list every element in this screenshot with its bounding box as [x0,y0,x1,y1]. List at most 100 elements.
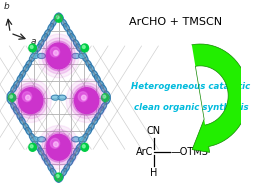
Circle shape [8,94,16,102]
Polygon shape [44,29,50,37]
Polygon shape [58,95,66,100]
Polygon shape [13,81,19,88]
Polygon shape [95,113,100,121]
Polygon shape [7,97,13,104]
Polygon shape [101,103,107,110]
Polygon shape [82,54,88,62]
Polygon shape [72,137,80,142]
Polygon shape [11,85,17,93]
Polygon shape [61,168,67,176]
Circle shape [70,83,103,119]
Text: ArC: ArC [136,147,154,157]
Circle shape [55,14,62,22]
Polygon shape [72,53,80,58]
Circle shape [56,16,59,19]
Circle shape [75,88,99,114]
Circle shape [103,95,106,98]
Polygon shape [42,154,48,162]
Circle shape [30,145,33,148]
Polygon shape [51,95,59,100]
Polygon shape [11,103,17,110]
Polygon shape [54,13,60,21]
Circle shape [14,83,47,119]
Circle shape [81,44,89,52]
Polygon shape [64,164,70,172]
Polygon shape [23,123,29,131]
Polygon shape [36,95,41,103]
Polygon shape [82,133,88,141]
Circle shape [82,95,86,100]
Polygon shape [80,50,85,58]
Circle shape [56,175,59,178]
Text: b: b [4,2,9,11]
Polygon shape [48,23,54,31]
Polygon shape [42,34,48,41]
Circle shape [50,138,60,148]
Polygon shape [29,54,35,62]
Text: Heterogeneous catalytic: Heterogeneous catalytic [131,82,250,91]
Polygon shape [78,137,87,142]
Circle shape [45,41,73,71]
Polygon shape [36,102,41,111]
Polygon shape [35,144,41,151]
Circle shape [22,92,32,102]
Polygon shape [35,44,41,52]
Polygon shape [80,138,85,145]
Polygon shape [88,123,94,131]
Text: a: a [31,36,36,46]
Polygon shape [44,158,50,166]
Polygon shape [50,19,56,27]
Polygon shape [32,138,38,145]
Polygon shape [76,144,82,151]
Polygon shape [73,40,79,47]
Polygon shape [77,95,82,103]
Polygon shape [98,81,104,88]
Polygon shape [48,164,54,172]
Polygon shape [95,75,100,82]
Polygon shape [54,174,60,182]
Circle shape [19,88,43,114]
Circle shape [47,43,71,69]
Text: ArCHO + TMSCN: ArCHO + TMSCN [128,17,222,27]
Polygon shape [26,127,32,135]
Circle shape [47,134,71,160]
Circle shape [102,94,109,102]
Polygon shape [67,158,73,166]
Text: CN: CN [147,126,161,136]
Circle shape [42,38,75,74]
Circle shape [29,44,36,52]
Polygon shape [98,107,104,115]
Circle shape [42,129,75,165]
Text: —OTMS: —OTMS [170,147,208,157]
Circle shape [81,143,89,151]
Polygon shape [92,117,98,125]
Polygon shape [76,44,82,52]
Polygon shape [32,50,38,58]
Polygon shape [77,102,82,111]
Polygon shape [23,64,29,72]
Circle shape [78,92,88,102]
Polygon shape [73,148,79,156]
Polygon shape [38,137,46,142]
Polygon shape [29,133,35,141]
Circle shape [82,145,85,148]
Circle shape [30,46,33,48]
Polygon shape [38,53,46,58]
Polygon shape [70,34,76,41]
Polygon shape [86,60,92,68]
Polygon shape [104,91,110,99]
Circle shape [10,79,51,122]
Circle shape [54,50,58,55]
Circle shape [54,142,58,147]
Polygon shape [38,148,44,156]
Polygon shape [13,107,19,115]
Polygon shape [101,85,107,93]
Polygon shape [19,70,25,78]
Circle shape [17,86,45,115]
Polygon shape [57,13,63,21]
Polygon shape [86,127,92,135]
Circle shape [66,79,107,122]
Polygon shape [192,44,249,152]
Circle shape [38,34,79,78]
Circle shape [10,95,13,98]
